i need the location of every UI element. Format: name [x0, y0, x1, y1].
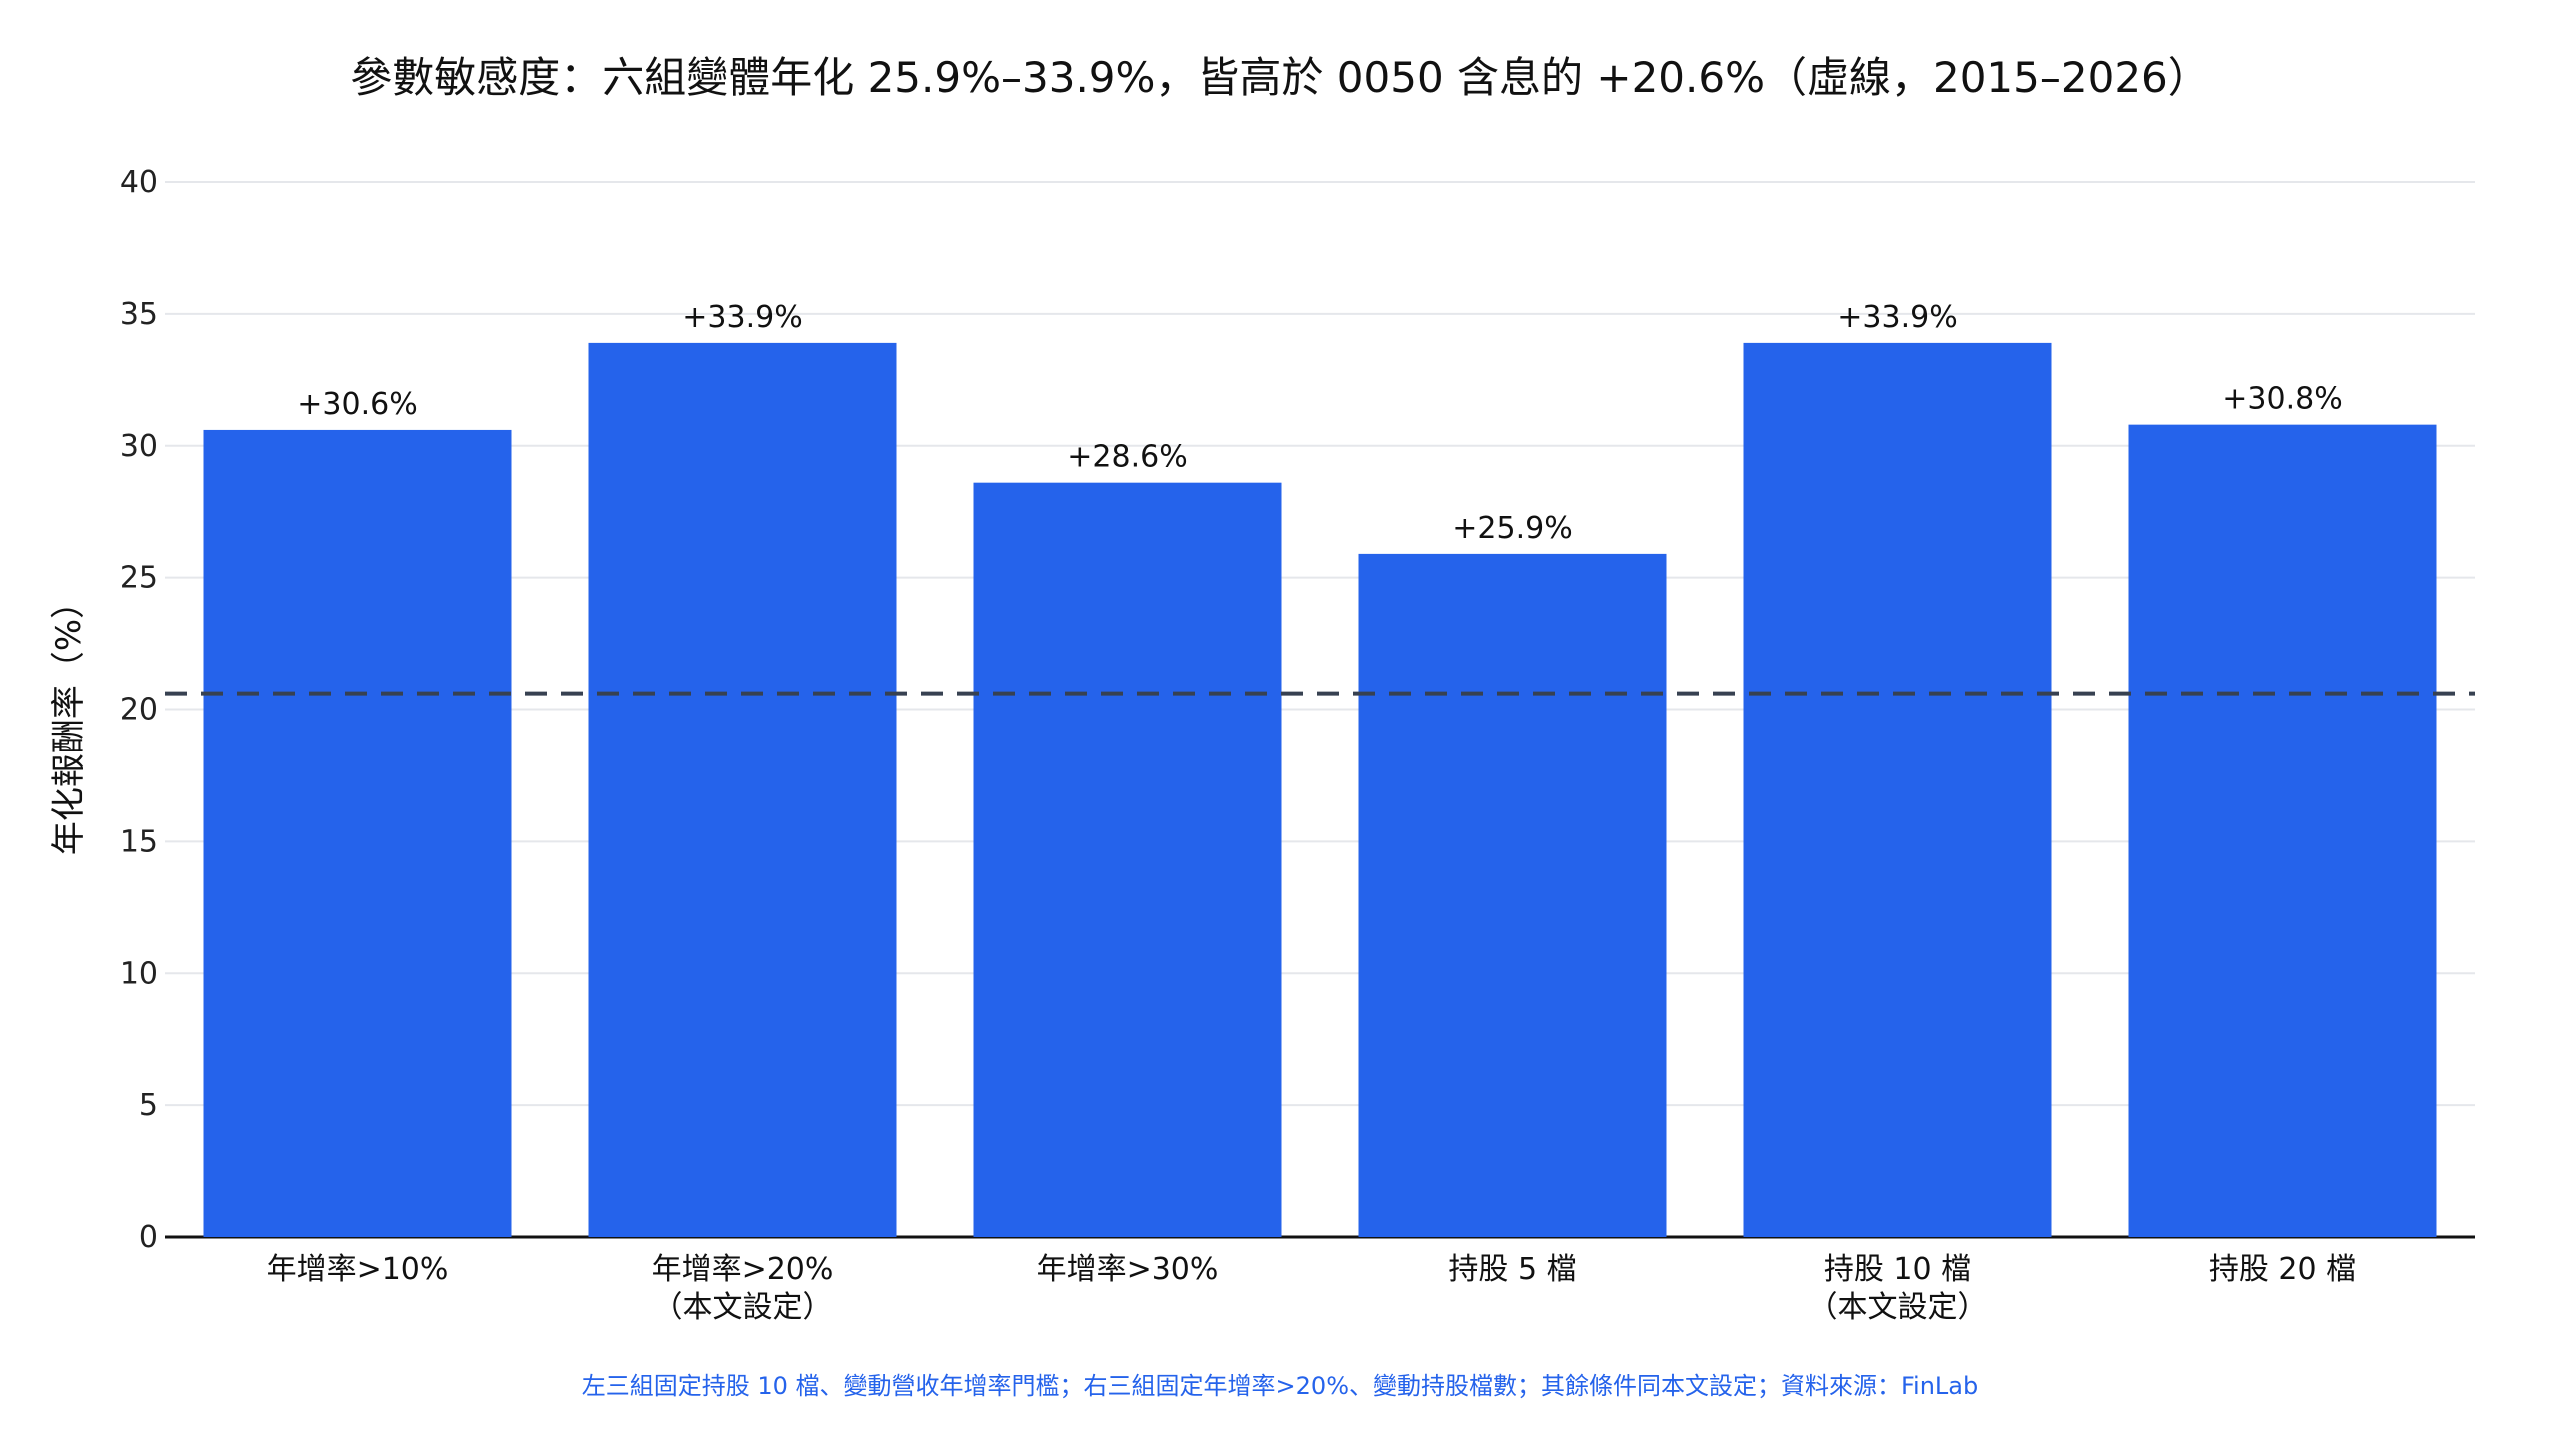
chart-footnote: 左三組固定持股 10 檔、變動營收年增率門檻；右三組固定年增率>20%、變動持股…: [581, 1372, 1979, 1400]
y-tick-label: 20: [120, 693, 158, 728]
bar: [2128, 424, 2437, 1237]
y-axis-title: 年化報酬率（%）: [49, 585, 89, 855]
category-labels: 年增率>10% 年增率>20%（本文設定）年增率>30% 持股 5 檔持股 10 檔…: [267, 1252, 2357, 1325]
category-label: 持股 10 檔: [1824, 1252, 1971, 1287]
chart-title: 參數敏感度：六組變體年化 25.9%–33.9%，皆高於 0050 含息的 +2…: [350, 53, 2210, 102]
data-label: +33.9%: [682, 300, 802, 335]
y-tick-labels: 0 5 10 15 20 25 30 35 40: [120, 165, 158, 1255]
category-label: 年增率>10%: [267, 1252, 449, 1287]
category-label: 持股 20 檔: [2209, 1252, 2356, 1287]
bar: [588, 342, 897, 1237]
data-label: +30.6%: [297, 387, 417, 422]
y-tick-label: 25: [120, 561, 158, 596]
y-tick-label: 5: [139, 1088, 158, 1123]
y-tick-label: 0: [139, 1220, 158, 1255]
y-tick-label: 30: [120, 429, 158, 464]
y-tick-label: 40: [120, 165, 158, 200]
data-label: +30.8%: [2222, 382, 2342, 417]
y-tick-label: 15: [120, 824, 158, 859]
category-label: 年增率>20%: [652, 1252, 834, 1287]
bar: [203, 429, 512, 1237]
category-label: 持股 5 檔: [1448, 1252, 1576, 1287]
data-label: +28.6%: [1067, 440, 1187, 475]
gridlines: [165, 181, 2475, 1239]
category-label: （本文設定）: [653, 1290, 833, 1325]
category-label: 年增率>30%: [1037, 1252, 1219, 1287]
data-labels: +30.6% +33.9% +28.6% +25.9% +33.9% +30.8%: [297, 300, 2342, 546]
bar: [1743, 342, 2052, 1237]
data-label: +33.9%: [1837, 300, 1957, 335]
y-tick-label: 10: [120, 956, 158, 991]
data-label: +25.9%: [1452, 511, 1572, 546]
bar: [1358, 553, 1667, 1237]
bar: [973, 482, 1282, 1237]
bars: [203, 342, 2437, 1237]
category-label: （本文設定）: [1808, 1290, 1988, 1325]
y-tick-label: 35: [120, 297, 158, 332]
